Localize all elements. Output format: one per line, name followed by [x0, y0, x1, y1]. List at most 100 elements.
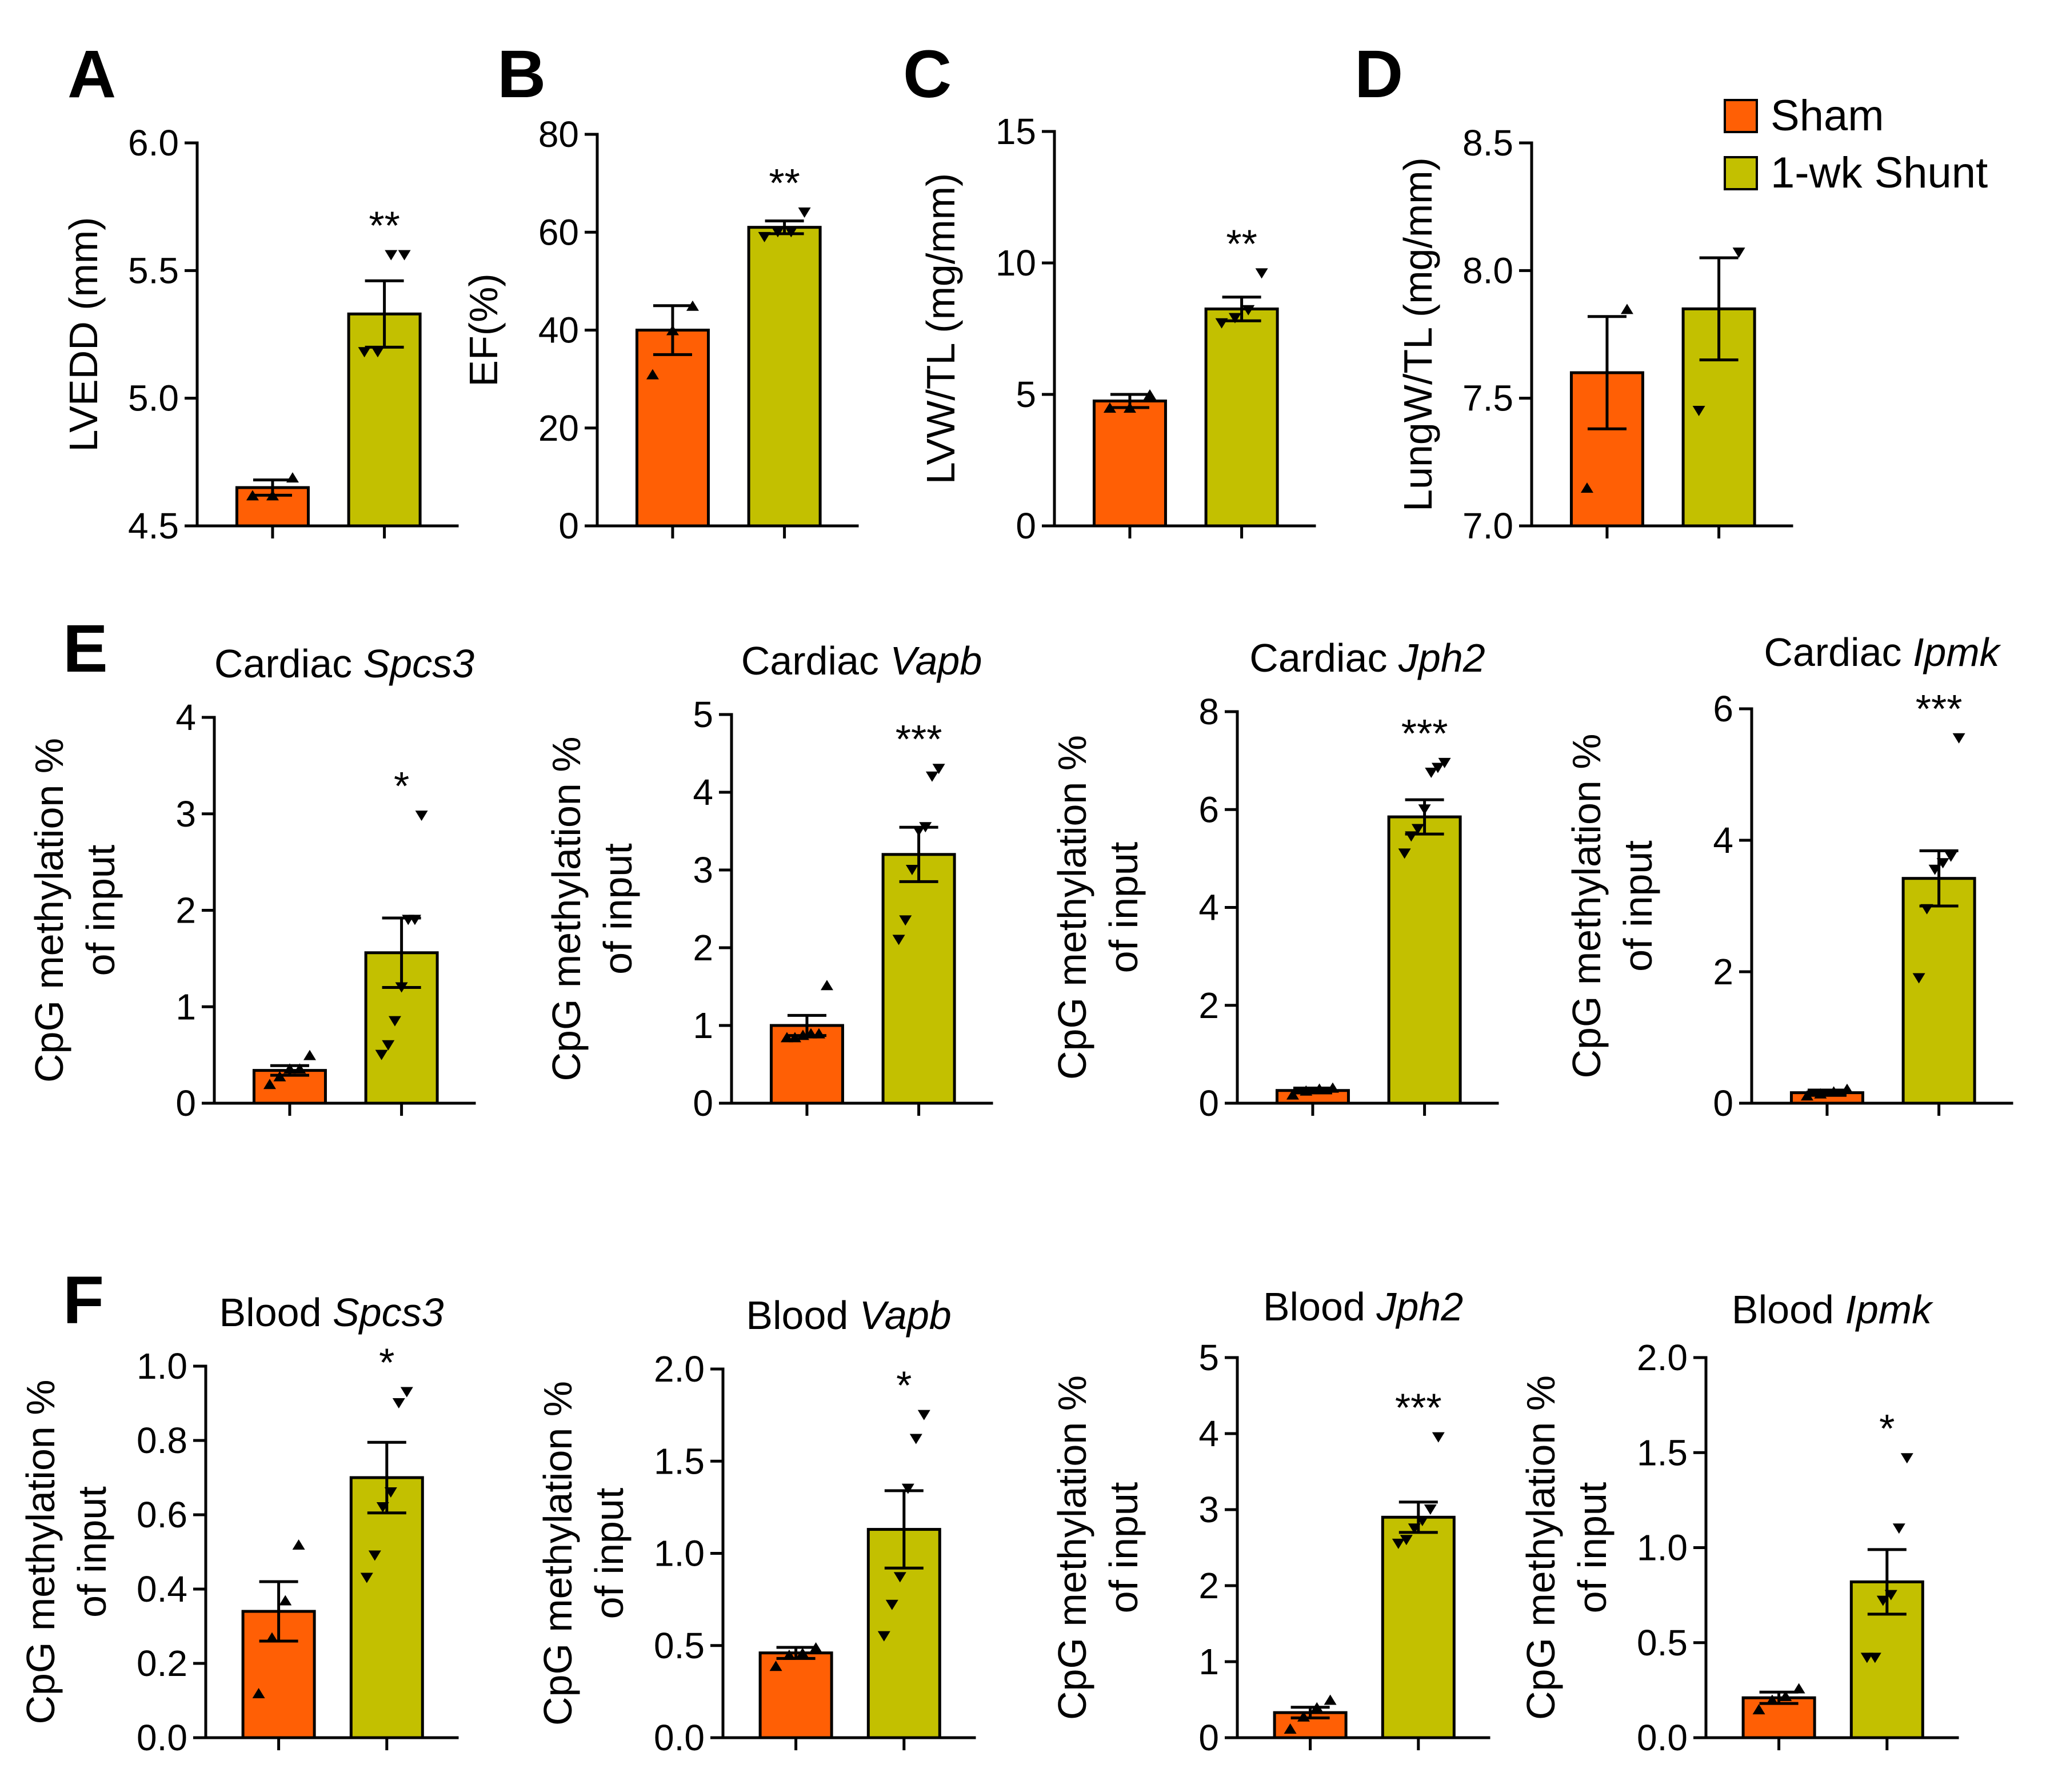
significance-label: * [1879, 1406, 1895, 1451]
y-axis-label-line-2: of input [1616, 840, 1660, 972]
data-point [400, 1387, 413, 1398]
panel-f1: F Blood Spcs3 * 0.0 0.2 0.4 0.6 0.8 1.0 CpG methy… [18, 1263, 459, 1758]
y-tick-label: 4 [175, 697, 196, 738]
y-tick-label: 1 [175, 986, 196, 1027]
chart-title-tissue: Blood [1263, 1284, 1376, 1329]
data-point [1900, 1453, 1913, 1464]
y-tick-label: 2 [1198, 1565, 1219, 1606]
data-point [919, 822, 932, 833]
y-tick-label: 2 [693, 927, 713, 968]
data-point [758, 232, 771, 242]
data-point [1944, 851, 1957, 862]
panel-f3: Blood Jph2 *** 0 1 2 3 4 5 CpG methylation % of i… [1050, 1284, 1490, 1758]
data-point [893, 1572, 906, 1583]
chart-title: Blood Spcs3 [219, 1290, 443, 1335]
y-tick-label: 40 [538, 310, 579, 351]
y-tick-label: 0.5 [654, 1625, 705, 1666]
chart-title-tissue: Cardiac [741, 638, 890, 683]
chart-title-tissue: Cardiac [214, 641, 363, 686]
data-point [292, 1539, 305, 1550]
data-point [398, 250, 411, 261]
chart-title: Cardiac Ipmk [1764, 630, 2001, 675]
panel-f4: Blood Ipmk * 0.0 0.5 1.0 1.5 2.0 CpG methylatio… [1518, 1287, 1959, 1758]
data-point [382, 1040, 395, 1051]
data-point [925, 771, 938, 782]
data-point [1765, 1694, 1779, 1705]
y-tick-label: 3 [1198, 1489, 1219, 1530]
y-tick-label: 5 [693, 694, 713, 735]
y-tick-label: 0.0 [1637, 1717, 1688, 1758]
y-tick-label: 3 [175, 793, 196, 835]
y-tick-label: 1.5 [1637, 1432, 1688, 1473]
y-tick-label: 1.0 [654, 1533, 705, 1574]
chart-title-gene: Spcs3 [363, 641, 475, 686]
y-axis-label-line-2: of input [1101, 1482, 1146, 1614]
significance-label: ** [1226, 221, 1257, 266]
data-point [796, 1647, 809, 1658]
y-tick-label: 7.0 [1462, 505, 1513, 546]
chart-title-tissue: Cardiac [1764, 630, 1913, 675]
chart-title-gene: Ipmk [1913, 630, 2001, 675]
bar-shunt [1901, 877, 1976, 1105]
y-tick-label: 0 [1016, 505, 1036, 546]
data-point [1326, 1082, 1339, 1093]
data-point [1103, 402, 1116, 413]
y-tick-label: 5 [1198, 1337, 1219, 1378]
y-tick-label: 0.0 [654, 1717, 705, 1758]
data-point [877, 1631, 890, 1642]
legend-label-sham: Sham [1771, 91, 1884, 140]
chart-title-tissue: Cardiac [1249, 636, 1398, 680]
data-point [415, 811, 428, 821]
y-axis-label-line-1: CpG methylation % [536, 1381, 580, 1726]
data-point [1860, 1653, 1873, 1663]
y-tick-label: 0.8 [137, 1420, 187, 1461]
y-tick-label: 1.0 [1637, 1527, 1688, 1569]
y-axis-label-line-2: of input [1570, 1482, 1615, 1614]
data-point [1868, 1653, 1881, 1663]
data-point [392, 1398, 405, 1408]
y-axis-label-line-2: of input [1101, 842, 1146, 973]
significance-label: * [379, 1340, 394, 1385]
data-point [263, 1079, 276, 1089]
y-tick-label: 2 [1713, 951, 1733, 992]
y-tick-label: 4.5 [128, 505, 179, 546]
data-point [1255, 268, 1268, 279]
data-point [1416, 1515, 1429, 1526]
y-tick-label: 2.0 [1637, 1337, 1688, 1378]
data-point [1431, 763, 1444, 773]
data-point [798, 207, 811, 218]
y-axis-label-line-2: of input [596, 843, 640, 975]
y-tick-label: 2 [175, 890, 196, 931]
y-tick-label: 60 [538, 211, 579, 253]
data-point [395, 982, 408, 993]
bar-shunt [1387, 815, 1462, 1105]
data-point [1732, 248, 1745, 258]
y-tick-label: 3 [693, 849, 713, 891]
panel-b: B ** 0 20 40 60 80 EF(%) [461, 37, 859, 546]
data-point [388, 1016, 401, 1027]
data-point [1284, 1723, 1297, 1734]
data-point [1300, 1085, 1313, 1096]
y-tick-label: 4 [693, 772, 713, 813]
chart-title-tissue: Blood [219, 1290, 332, 1335]
data-point [1432, 1432, 1445, 1443]
data-point [912, 826, 925, 836]
data-point [1405, 831, 1418, 842]
panel-letter-b: B [497, 37, 546, 112]
data-point [666, 325, 679, 336]
data-point [804, 1028, 817, 1039]
chart-title-gene: Spcs3 [333, 1290, 444, 1335]
data-point [293, 1063, 306, 1074]
y-tick-label: 1.5 [654, 1440, 705, 1482]
y-tick-label: 15 [996, 111, 1036, 152]
y-tick-label: 6 [1198, 789, 1219, 830]
panel-e1: E Cardiac Spcs3 * 0 1 2 3 4 CpG methylation % of … [27, 611, 476, 1124]
y-tick-label: 6 [1713, 688, 1733, 729]
data-point [279, 1595, 292, 1606]
data-point [1324, 1694, 1337, 1705]
data-point [1418, 804, 1431, 815]
data-point [1392, 1538, 1405, 1549]
bar-shunt [1381, 1515, 1456, 1739]
y-axis-label-line-1: CpG methylation % [27, 738, 71, 1083]
y-tick-label: 7.5 [1462, 378, 1513, 419]
